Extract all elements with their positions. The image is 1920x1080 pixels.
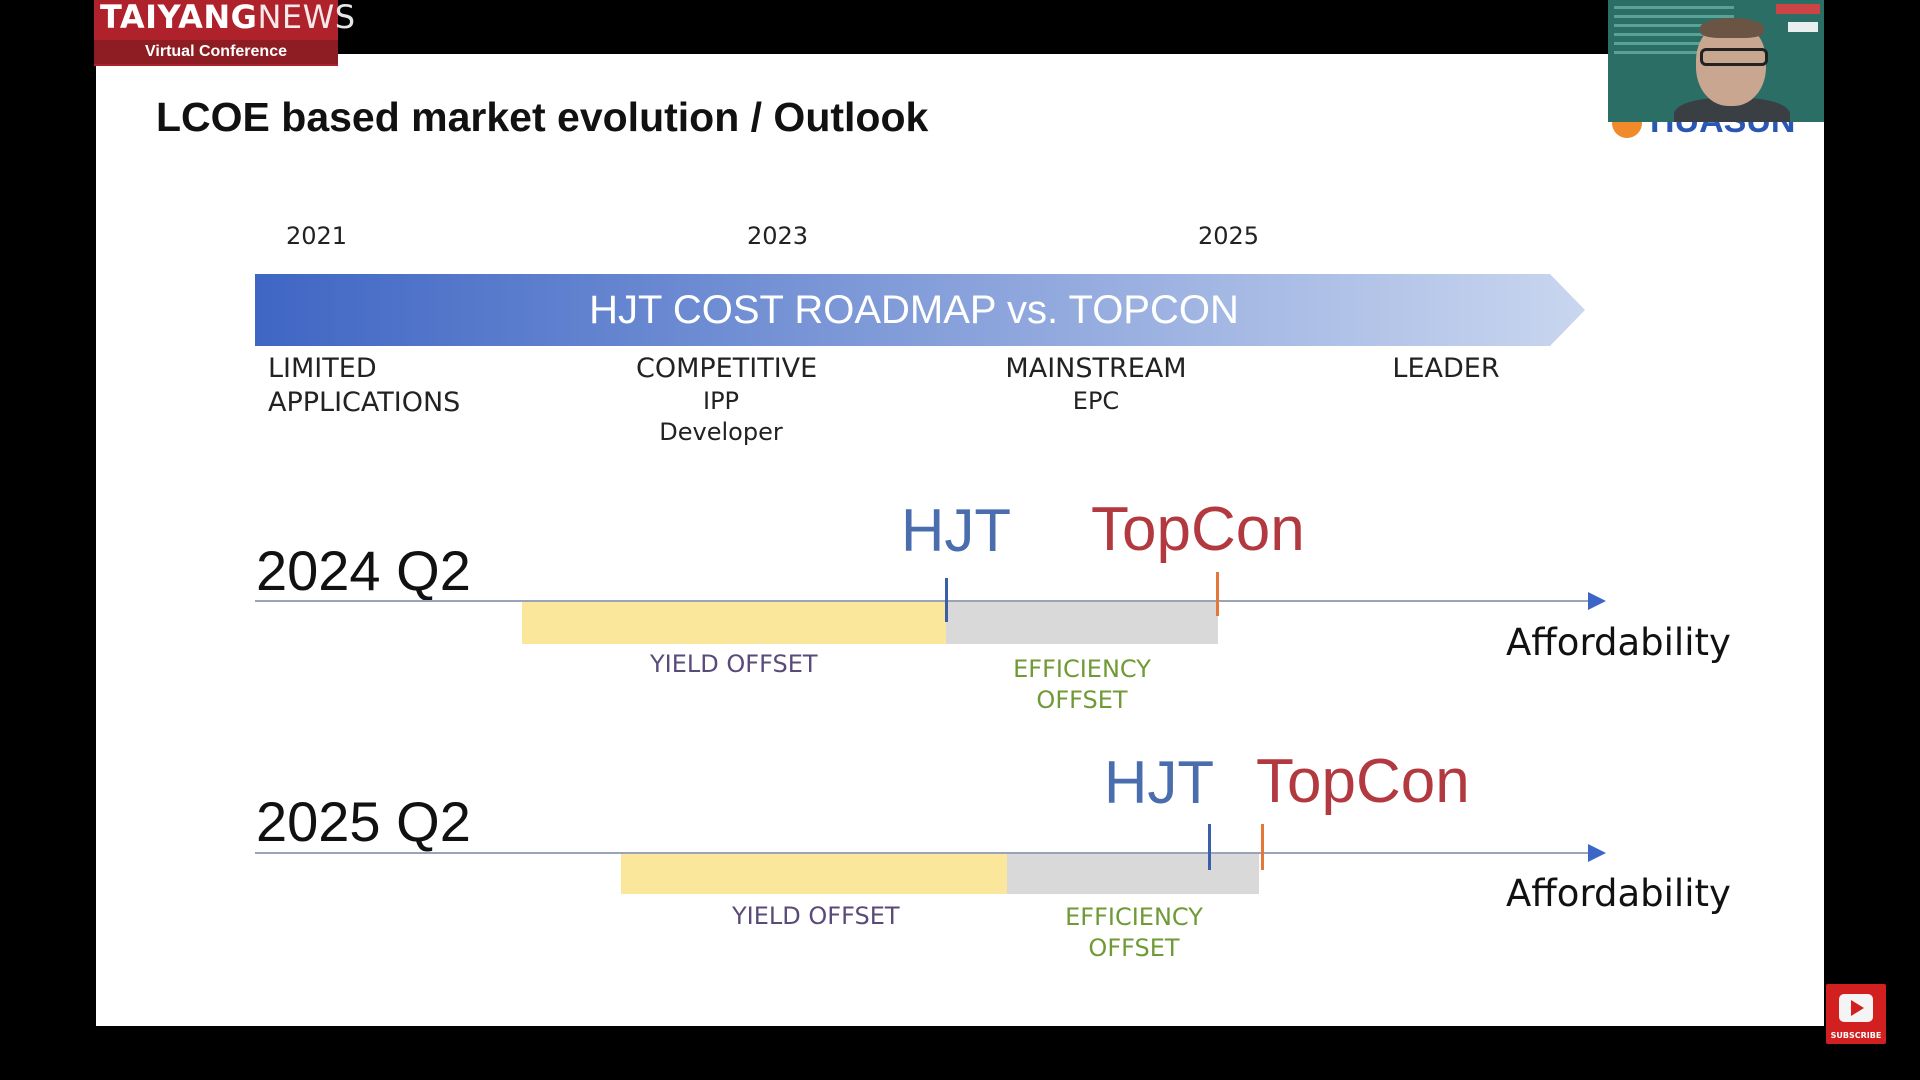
hjt-label-2025: HJT bbox=[1104, 749, 1214, 816]
period-label-2025-q2: 2025 Q2 bbox=[256, 790, 471, 853]
shared-screen-thumbnail bbox=[1614, 6, 1734, 66]
speaker-glasses bbox=[1700, 48, 1768, 66]
stage-mainstream: MAINSTREAM EPC bbox=[996, 352, 1196, 417]
efficiency-offset-label-2025-line2: OFFSET bbox=[1088, 934, 1180, 962]
stage-competitive-sub-ipp: IPP bbox=[702, 387, 740, 415]
stage-competitive-sub-developer: Developer bbox=[659, 418, 783, 446]
stage-limited: LIMITED APPLICATIONS bbox=[268, 352, 460, 420]
brand-text: TAIYANGNEWS bbox=[100, 0, 356, 36]
yield-offset-label-2025: YIELD OFFSET bbox=[732, 902, 900, 930]
axis-arrowhead-2024 bbox=[1588, 592, 1606, 610]
efficiency-offset-bar-2025 bbox=[1007, 854, 1259, 894]
affordability-axis-2024 bbox=[255, 600, 1595, 602]
stage-leader: LEADER bbox=[1386, 352, 1506, 386]
topcon-label-2024: TopCon bbox=[1091, 495, 1305, 564]
efficiency-offset-label-2024-line2: OFFSET bbox=[1036, 686, 1128, 714]
efficiency-offset-label-2024-line1: EFFICIENCY bbox=[1013, 655, 1151, 683]
yield-offset-bar-2025 bbox=[621, 854, 1007, 894]
efficiency-offset-label-2025: EFFICIENCY OFFSET bbox=[1054, 902, 1214, 964]
axis-arrowhead-2025 bbox=[1588, 844, 1606, 862]
thumbnail-logo bbox=[1788, 22, 1818, 32]
hjt-label-2024: HJT bbox=[901, 497, 1011, 564]
presentation-slide: LCOE based market evolution / Outlook 20… bbox=[96, 54, 1824, 1026]
efficiency-offset-label-2025-line1: EFFICIENCY bbox=[1065, 903, 1203, 931]
slide-title: LCOE based market evolution / Outlook bbox=[156, 94, 929, 140]
affordability-axis-2025 bbox=[255, 852, 1595, 854]
hjt-marker-2024 bbox=[945, 578, 948, 622]
year-2025: 2025 bbox=[1198, 222, 1260, 250]
affordability-label-2024: Affordability bbox=[1506, 621, 1731, 664]
stage-competitive: COMPETITIVE IPP Developer bbox=[636, 352, 817, 448]
hjt-marker-2025 bbox=[1208, 824, 1211, 870]
stage-leader-label: LEADER bbox=[1392, 353, 1500, 384]
roadmap-banner-text: HJT COST ROADMAP vs. TOPCON bbox=[589, 288, 1239, 332]
yield-offset-label-2024: YIELD OFFSET bbox=[650, 650, 818, 678]
stage-mainstream-label: MAINSTREAM bbox=[1005, 353, 1187, 384]
year-2021: 2021 bbox=[286, 222, 348, 250]
brand-bold: TAIYANG bbox=[100, 0, 258, 36]
topcon-marker-2024 bbox=[1216, 572, 1219, 616]
efficiency-offset-bar-2024 bbox=[946, 602, 1218, 644]
stage-limited-label: LIMITED bbox=[268, 353, 377, 384]
stage-mainstream-sub-epc: EPC bbox=[1072, 387, 1120, 415]
topcon-label-2025: TopCon bbox=[1256, 747, 1470, 816]
speaker-hair bbox=[1700, 18, 1764, 38]
affordability-label-2025: Affordability bbox=[1506, 872, 1731, 915]
subscribe-button[interactable]: SUBSCRIBE bbox=[1826, 984, 1886, 1044]
period-label-2024-q2: 2024 Q2 bbox=[256, 539, 471, 602]
topcon-marker-2025 bbox=[1261, 824, 1264, 870]
brand-light: NEWS bbox=[257, 0, 356, 36]
stage-limited-label-2: APPLICATIONS bbox=[268, 387, 461, 418]
conference-subtitle: Virtual Conference bbox=[94, 40, 338, 64]
efficiency-offset-label-2024: EFFICIENCY OFFSET bbox=[1002, 654, 1162, 716]
stage-competitive-label: COMPETITIVE bbox=[636, 353, 818, 384]
play-icon bbox=[1839, 994, 1873, 1022]
taiyang-news-logo: TAIYANGNEWS Virtual Conference bbox=[94, 0, 355, 66]
roadmap-arrow-banner bbox=[255, 274, 1585, 346]
subscribe-label: SUBSCRIBE bbox=[1830, 1031, 1882, 1040]
thumbnail-badge bbox=[1776, 4, 1820, 14]
yield-offset-bar-2024 bbox=[522, 602, 946, 644]
speaker-webcam bbox=[1608, 0, 1824, 122]
year-2023: 2023 bbox=[747, 222, 809, 250]
